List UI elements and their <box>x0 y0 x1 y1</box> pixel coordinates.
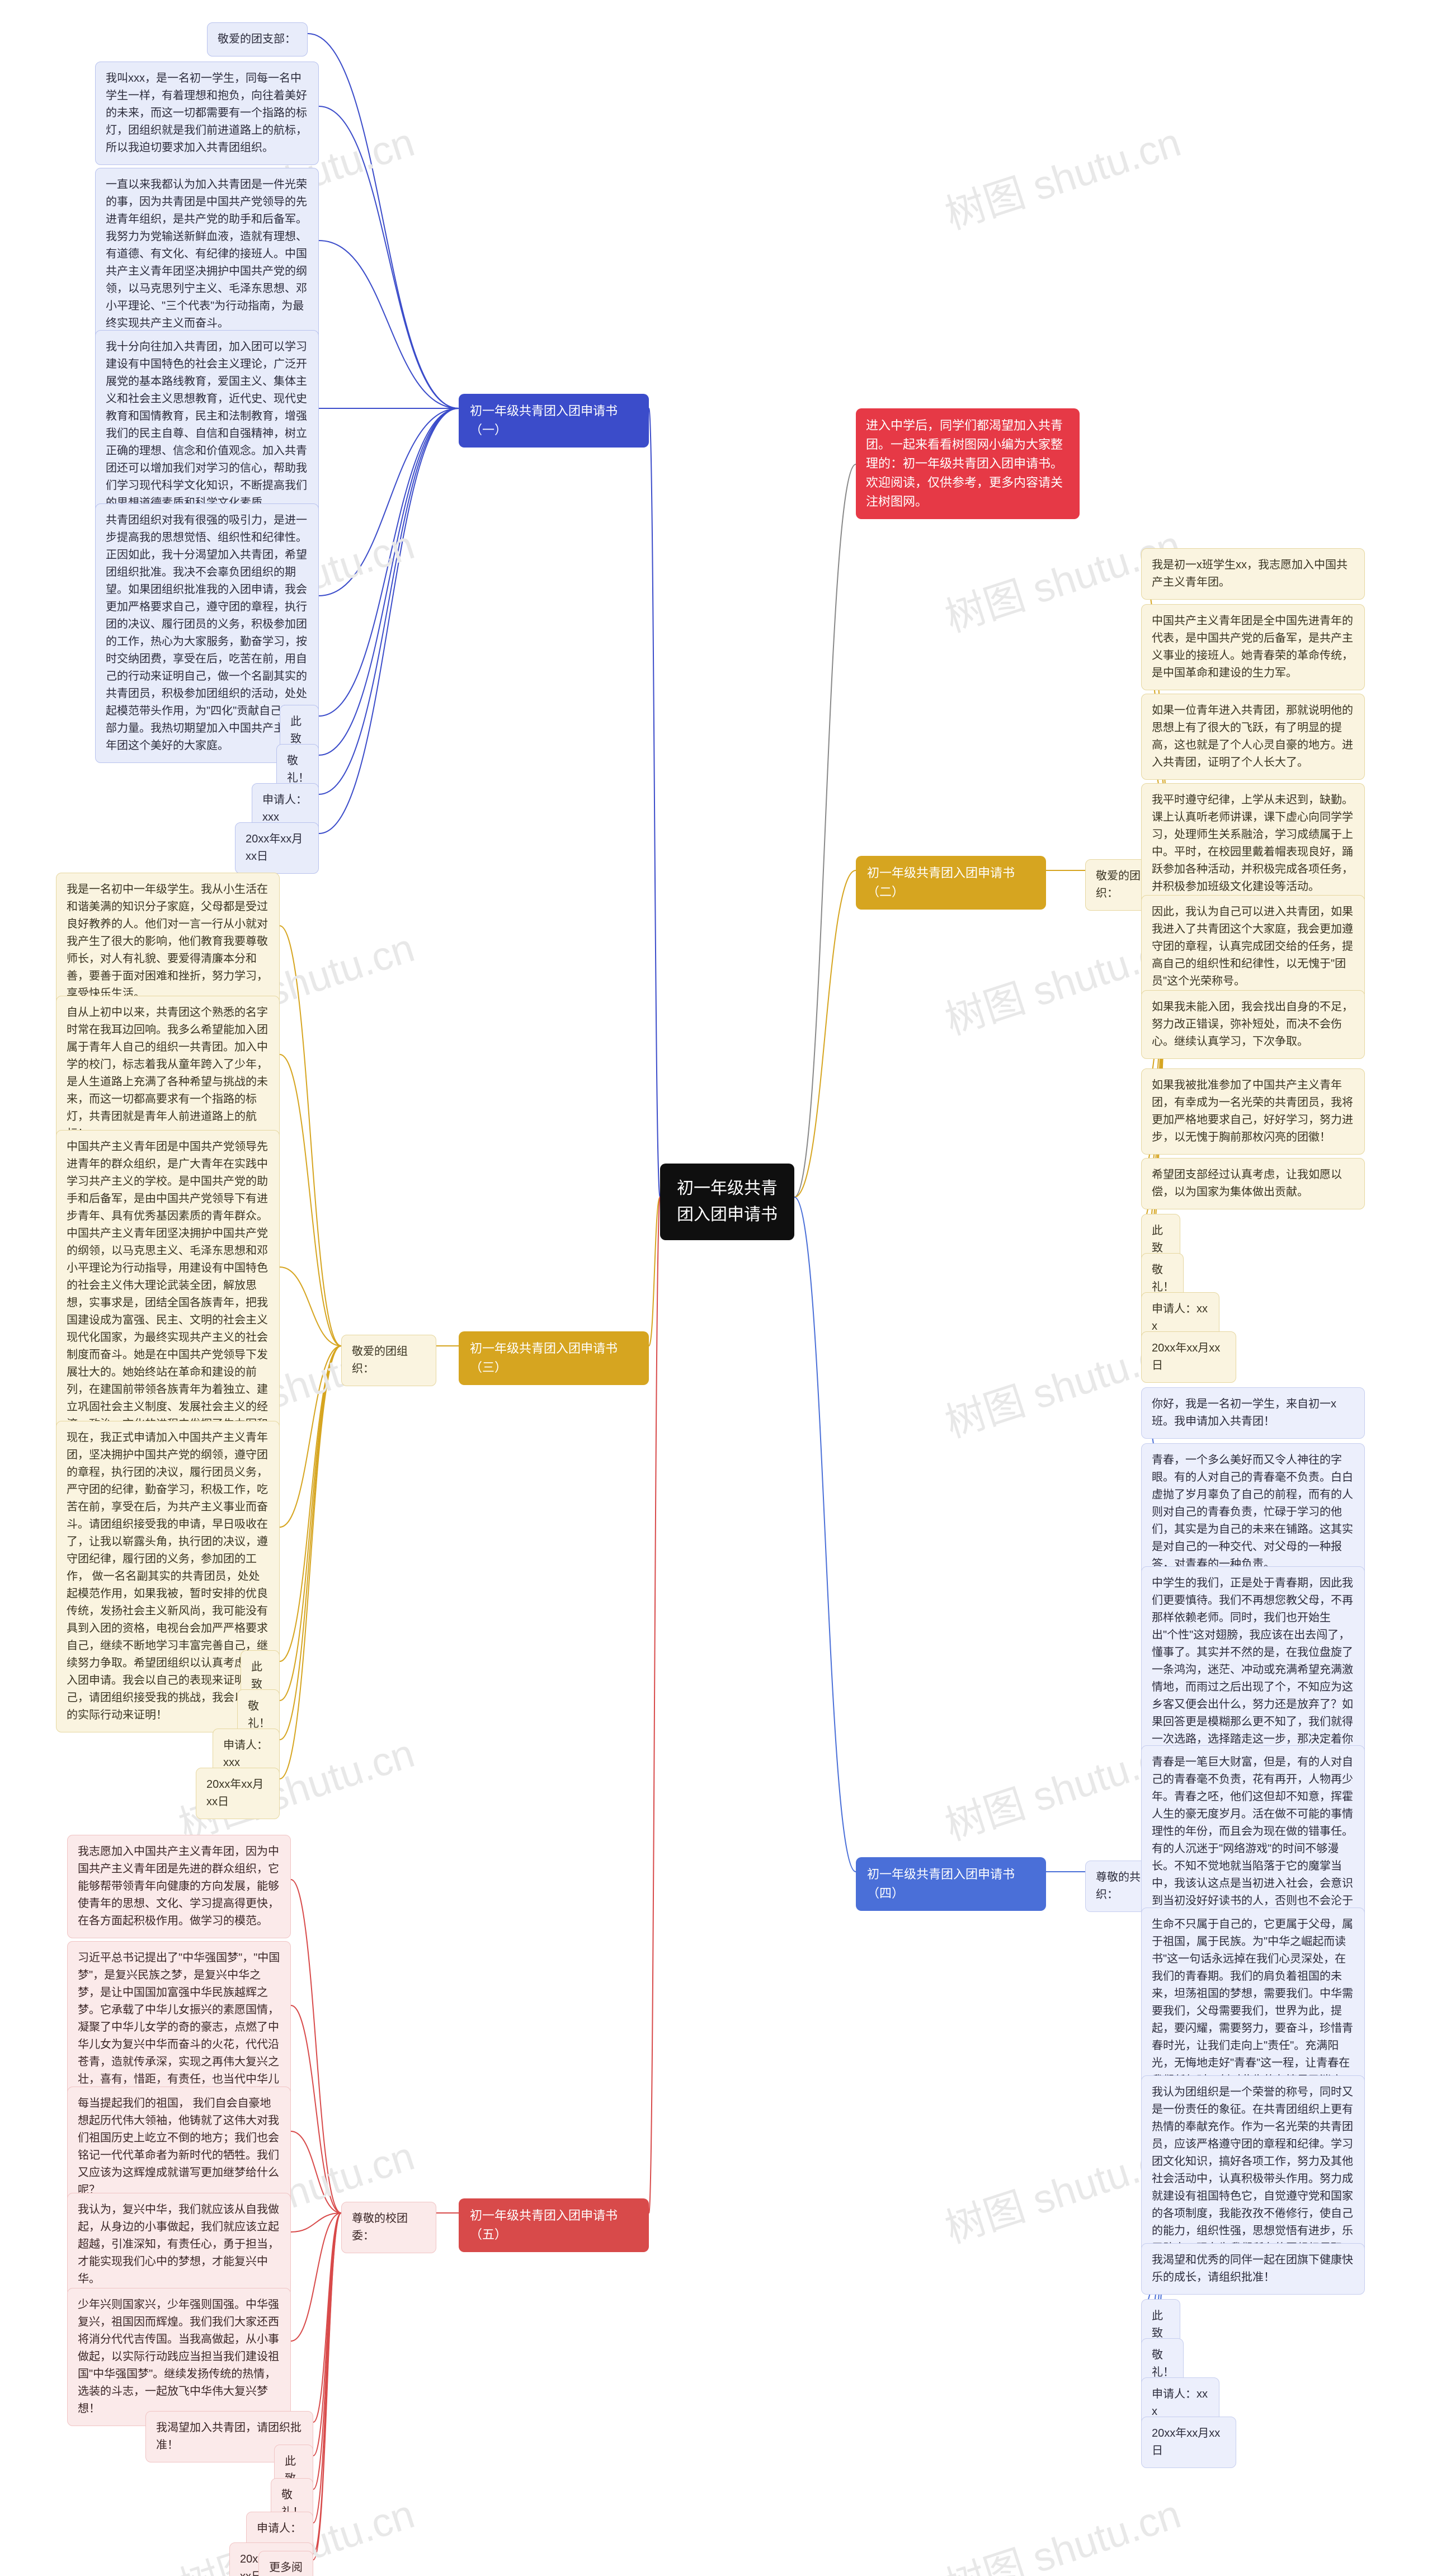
leaf-node: 如果我被批准参加了中国共产主义青年团，有幸成为一名光荣的共青团员，我将更加严格地… <box>1141 1068 1365 1155</box>
leaf-node: 20xx年xx月xx日 <box>1141 2417 1236 2468</box>
leaf-node: 20xx年xx月xx日 <box>235 822 319 874</box>
leaf-node: 我渴望和优秀的同伴一起在团旗下健康快乐的成长，请组织批准！ <box>1141 2243 1365 2295</box>
leaf-node: 如果我未能入团，我会找出自身的不足，努力改正错误，弥补短处，而决不会伤心。继续认… <box>1141 990 1365 1059</box>
branch-title: 初一年级共青团入团申请书（三） <box>459 1331 649 1385</box>
leaf-node: 我志愿加入中国共产主义青年团，因为中国共产主义青年团是先进的群众组织，它能够帮带… <box>67 1835 291 1938</box>
leaf-node: 一直以来我都认为加入共青团是一件光荣的事，因为共青团是中国共产党领导的先进青年组… <box>95 168 319 341</box>
leaf-node: 青春是一笔巨大财富，但是，有的人对自己的青春毫不负责，花有再开，人物再少年。青春… <box>1141 1745 1365 1935</box>
leaf-node: 更多阅读： <box>258 2551 313 2576</box>
leaf-node: 20xx年xx月xx日 <box>1141 1331 1236 1383</box>
leaf-node: 你好，我是一名初一学生，来自初一x班。我申请加入共青团！ <box>1141 1387 1365 1439</box>
addressee-leaf: 尊敬的校团委： <box>341 2202 436 2253</box>
leaf-node: 希望团支部经过认真考虑，让我如愿以偿，以为国家为集体做出贡献。 <box>1141 1158 1365 1209</box>
leaf-node: 我认为，复兴中华，我们就应该从自我做起，从身边的小事做起，我们就应该立起超越，引… <box>67 2193 291 2296</box>
branch-title: 初一年级共青团入团申请书（四） <box>856 1857 1046 1911</box>
watermark: 树图 shutu.cn <box>936 109 1186 241</box>
addressee-leaf: 敬爱的团组织： <box>341 1335 436 1386</box>
leaf-node: 自从上初中以来，共青团这个熟悉的名字时常在我耳边回响。我多么希望能加入团属于青年… <box>56 996 280 1151</box>
leaf-node: 生命不只属于自己的，它更属于父母，属于祖国，属于民族。为"中华之崛起而读书"这一… <box>1141 1908 1365 2098</box>
leaf-node: 敬爱的团支部： <box>207 22 308 56</box>
leaf-node: 如果一位青年进入共青团，那就说明他的思想上有了很大的飞跃，有了明显的提高，这也就… <box>1141 694 1365 780</box>
leaf-node: 我十分向往加入共青团，加入团可以学习建设有中国特色的社会主义理论，广泛开展党的基… <box>95 330 319 520</box>
leaf-node: 我平时遵守纪律，上学从未迟到，缺勤。课上认真听老师讲课，课下虚心向同学学习，处理… <box>1141 783 1365 904</box>
leaf-node: 青春，一个多么美好而又令人神往的字眼。有的人对自己的青春毫不负责。白白虚抛了岁月… <box>1141 1443 1365 1581</box>
leaf-node: 我是一名初中一年级学生。我从小生活在和谐美满的知识分子家庭，父母都是受过良好教养… <box>56 873 280 1011</box>
watermark: 树图 shutu.cn <box>936 2481 1186 2576</box>
leaf-node: 每当提起我们的祖国， 我们自会自豪地想起历代伟大领袖，他铸就了这伟大对我们祖国历… <box>67 2087 291 2207</box>
branch-title: 初一年级共青团入团申请书（二） <box>856 856 1046 910</box>
root-node: 初一年级共青团入团申请书 <box>660 1164 794 1240</box>
intro-node: 进入中学后，同学们都渴望加入共青团。一起来看看树图网小编为大家整理的：初一年级共… <box>856 408 1080 519</box>
leaf-node: 我是初一x班学生xx，我志愿加入中国共产主义青年团。 <box>1141 548 1365 600</box>
leaf-node: 中国共产主义青年团是全中国先进青年的代表，是中国共产党的后备军，是共产主义事业的… <box>1141 604 1365 690</box>
branch-title: 初一年级共青团入团申请书（一） <box>459 394 649 448</box>
leaf-node: 20xx年xx月xx日 <box>196 1768 280 1819</box>
leaf-node: 我叫xxx，是一名初一学生，同每一名中学生一样，有着理想和抱负，向往着美好的未来… <box>95 62 319 165</box>
leaf-node: 因此，我认为自己可以进入共青团，如果我进入了共青团这个大家庭，我会更加遵守团的章… <box>1141 895 1365 999</box>
leaf-node: 少年兴则国家兴，少年强则国强。中华强复兴，祖国因而辉煌。我们我们大家还西将消分代… <box>67 2288 291 2426</box>
branch-title: 初一年级共青团入团申请书（五） <box>459 2198 649 2252</box>
